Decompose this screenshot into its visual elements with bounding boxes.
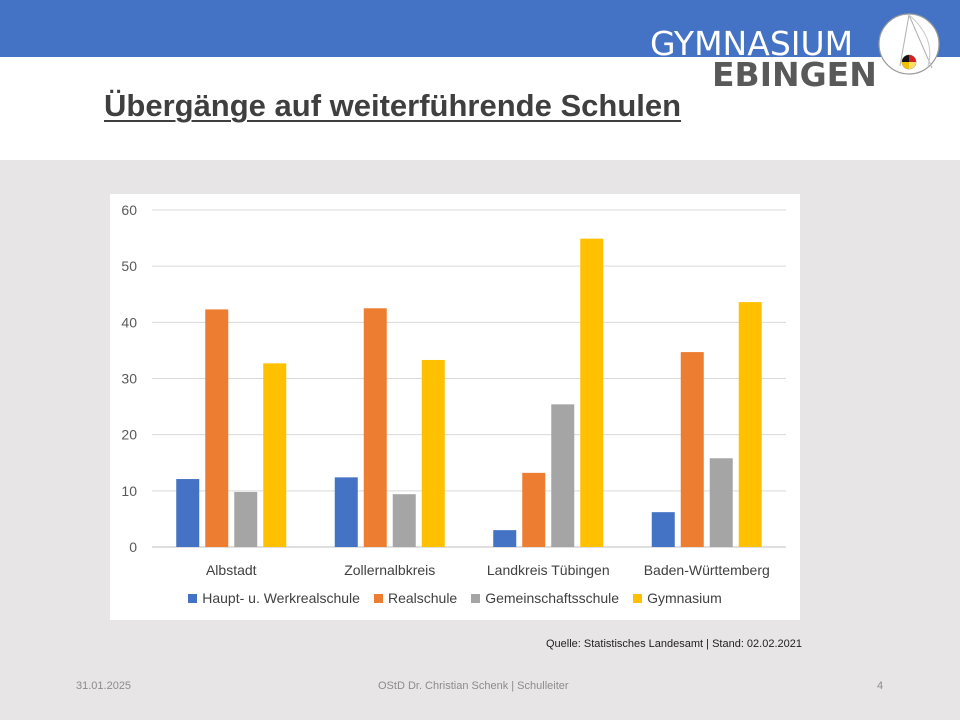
- logo-text-gymnasium: GYMNASIUM: [650, 24, 854, 63]
- legend-swatch: [373, 593, 383, 603]
- legend-item: Haupt- u. Werkrealschule: [188, 590, 360, 606]
- bar: [363, 308, 387, 547]
- top-accent-bar: [0, 0, 960, 57]
- y-tick-label: 0: [129, 539, 137, 555]
- bar: [651, 512, 675, 547]
- page-number: 4: [877, 680, 884, 692]
- footer-date: 31.01.2025: [76, 680, 132, 692]
- y-tick-label: 40: [121, 314, 137, 330]
- slide-title: Übergänge auf weiterführende Schulen: [104, 88, 682, 123]
- y-tick-label: 20: [121, 427, 137, 443]
- footer-author: OStD Dr. Christian Schenk | Schulleiter: [378, 680, 569, 692]
- bar: [421, 359, 445, 547]
- x-category-label: Landkreis Tübingen: [487, 562, 610, 578]
- legend-item: Gemeinschaftsschule: [471, 590, 619, 606]
- legend-label: Gemeinschaftsschule: [485, 590, 620, 606]
- y-tick-label: 60: [121, 202, 137, 218]
- bar: [551, 404, 575, 547]
- legend-item: Gymnasium: [633, 590, 722, 606]
- bar: [392, 494, 416, 547]
- bar: [580, 238, 604, 547]
- bar: [205, 309, 229, 547]
- legend-swatch: [633, 593, 643, 603]
- x-category-label: Albstadt: [206, 562, 257, 578]
- bar: [234, 491, 258, 547]
- bar-chart: 0 10 20 30 40 50 60 Albstadt Zollernalbkreis Land…: [121, 202, 786, 578]
- legend-swatch: [188, 593, 198, 603]
- source-note: Quelle: Statistisches Landesamt | Stand:…: [545, 638, 802, 650]
- y-tick-label: 50: [121, 258, 137, 274]
- bar: [493, 530, 517, 547]
- legend-item: Realschule: [373, 590, 458, 606]
- school-logo-icon: [878, 13, 940, 75]
- legend-label: Realschule: [387, 590, 458, 606]
- y-tick-label: 10: [121, 483, 137, 499]
- bar: [522, 472, 546, 547]
- x-category-label: Zollernalbkreis: [344, 562, 435, 578]
- legend-label: Haupt- u. Werkrealschule: [202, 590, 360, 606]
- bar: [738, 302, 762, 547]
- bar: [709, 458, 733, 547]
- x-category-label: Baden-Württemberg: [644, 562, 770, 578]
- logo-text-ebingen: EBINGEN: [712, 55, 877, 94]
- chart-panel: 0 10 20 30 40 50 60 Albstadt Zollernalbkreis Land…: [110, 194, 800, 620]
- title-band: [0, 57, 960, 160]
- y-tick-label: 30: [121, 371, 137, 387]
- bar: [680, 352, 704, 547]
- bar: [263, 363, 287, 547]
- bar: [334, 477, 358, 547]
- legend-label: Gymnasium: [647, 590, 722, 606]
- legend-swatch: [471, 593, 481, 603]
- chart-legend: Haupt- u. Werkrealschule Realschule Gemein…: [110, 590, 800, 606]
- bar: [176, 479, 200, 547]
